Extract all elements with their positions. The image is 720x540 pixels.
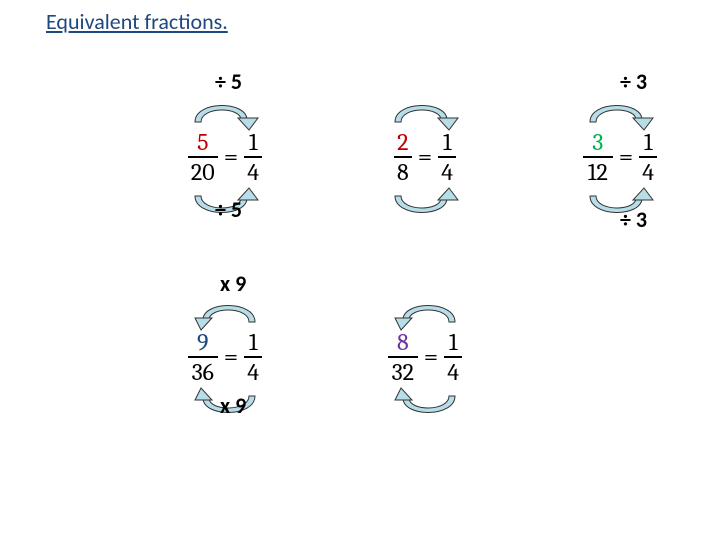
- numerator-1: 3: [583, 130, 613, 155]
- fraction-right: 1 4: [444, 330, 462, 384]
- denominator-2: 4: [444, 359, 462, 384]
- numerator-2: 1: [438, 130, 456, 155]
- fraction-left: 8 32: [388, 330, 418, 384]
- fraction-left: 2 8: [394, 130, 412, 184]
- fraction-equation: 3 12 = 1 4: [545, 130, 695, 184]
- operation-label-bottom: ÷ 3: [620, 206, 647, 233]
- denominator-2: 4: [639, 159, 657, 184]
- equation-p1: 5 20 = 1 4: [150, 130, 300, 200]
- fraction-equation: 2 8 = 1 4: [350, 130, 500, 184]
- numerator-2: 1: [639, 130, 657, 155]
- fraction-right: 1 4: [639, 130, 657, 184]
- equation-p3: 3 12 = 1 4: [545, 130, 695, 200]
- equals-sign: =: [619, 142, 633, 172]
- denominator-2: 4: [244, 159, 262, 184]
- equation-p5: 8 32 = 1 4: [350, 330, 500, 400]
- equals-sign: =: [418, 142, 432, 172]
- equals-sign: =: [424, 342, 438, 372]
- numerator-1: 9: [188, 330, 218, 355]
- operation-label-top: ÷ 5: [215, 68, 242, 95]
- fraction-left: 9 36: [188, 330, 218, 384]
- equals-sign: =: [224, 342, 238, 372]
- equation-p4: 9 36 = 1 4: [150, 330, 300, 400]
- fraction-equation: 5 20 = 1 4: [150, 130, 300, 184]
- numerator-2: 1: [244, 330, 262, 355]
- denominator-2: 4: [438, 159, 456, 184]
- denominator-1: 32: [388, 359, 418, 384]
- fraction-left: 3 12: [583, 130, 613, 184]
- numerator-2: 1: [444, 330, 462, 355]
- numerator-1: 8: [388, 330, 418, 355]
- fraction-left: 5 20: [188, 130, 218, 184]
- numerator-2: 1: [244, 130, 262, 155]
- fraction-right: 1 4: [244, 130, 262, 184]
- fraction-equation: 9 36 = 1 4: [150, 330, 300, 384]
- denominator-1: 12: [583, 159, 613, 184]
- page-title: Equivalent fractions.: [46, 8, 228, 35]
- denominator-1: 36: [188, 359, 218, 384]
- operation-label-top: ÷ 3: [620, 68, 647, 95]
- numerator-1: 2: [394, 130, 412, 155]
- numerator-1: 5: [188, 130, 218, 155]
- denominator-1: 8: [394, 159, 412, 184]
- fraction-equation: 8 32 = 1 4: [350, 330, 500, 384]
- equation-p2: 2 8 = 1 4: [350, 130, 500, 200]
- operation-label-bottom: ÷ 5: [215, 196, 242, 223]
- operation-label-top: x 9: [220, 270, 246, 297]
- denominator-2: 4: [244, 359, 262, 384]
- equals-sign: =: [224, 142, 238, 172]
- fraction-right: 1 4: [438, 130, 456, 184]
- operation-label-bottom: x 9: [220, 392, 246, 419]
- fraction-right: 1 4: [244, 330, 262, 384]
- denominator-1: 20: [188, 159, 218, 184]
